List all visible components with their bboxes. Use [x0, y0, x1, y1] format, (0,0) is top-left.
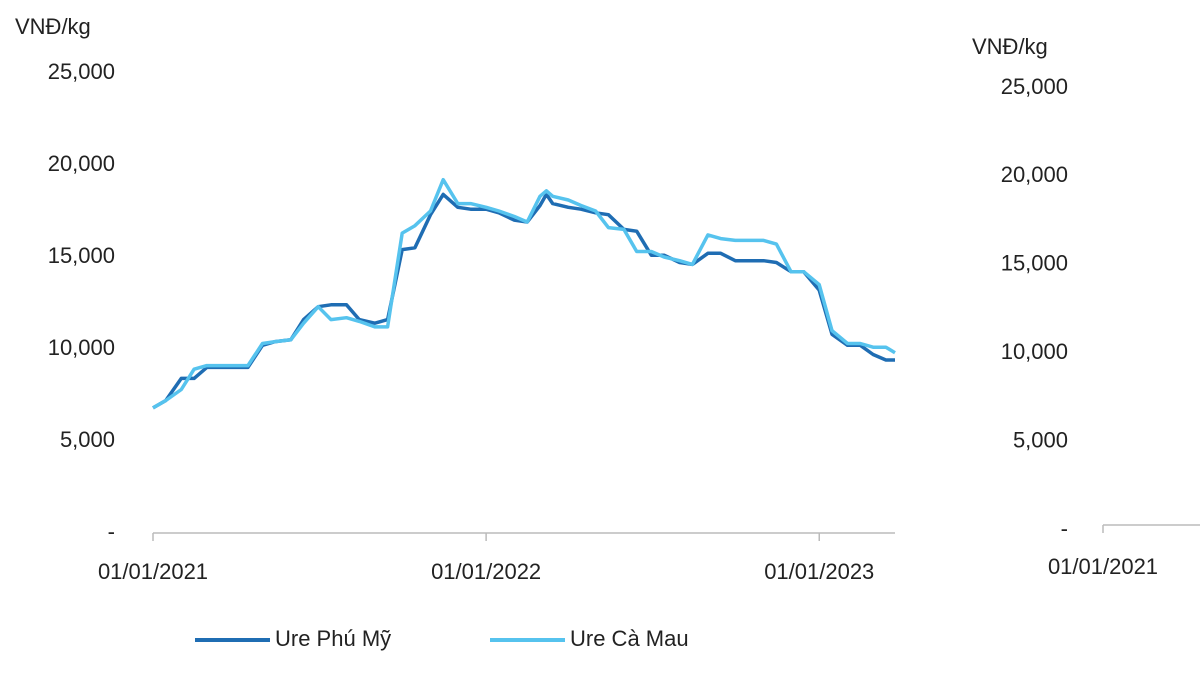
- y-tick-label: 5,000: [60, 427, 115, 452]
- y-tick-label: 25,000: [48, 59, 115, 84]
- y-tick-label: 10,000: [48, 335, 115, 360]
- series-line: [152, 192, 895, 410]
- y-tick-label: 25,000: [1001, 74, 1068, 99]
- series-line: [152, 177, 896, 410]
- y-tick-label: 15,000: [1001, 251, 1068, 276]
- y-tick-label: 10,000: [1001, 339, 1068, 364]
- y-tick-label: -: [1061, 516, 1068, 541]
- x-tick-label: 01/01/2021: [1048, 554, 1158, 579]
- y-tick-label: 20,000: [1001, 162, 1068, 187]
- x-tick-label: 01/01/2022: [431, 559, 541, 584]
- y-tick-label: 5,000: [1013, 427, 1068, 452]
- y-tick-label: 20,000: [48, 151, 115, 176]
- y-tick-label: 15,000: [48, 243, 115, 268]
- y-axis-title: VNĐ/kg: [972, 34, 1048, 59]
- y-axis-title: VNĐ/kg: [15, 14, 91, 39]
- legend-label: Ure Cà Mau: [570, 626, 689, 651]
- y-tick-label: -: [108, 519, 115, 544]
- x-tick-label: 01/01/2023: [764, 559, 874, 584]
- legend-label: Ure Phú Mỹ: [275, 626, 391, 651]
- x-tick-label: 01/01/2021: [98, 559, 208, 584]
